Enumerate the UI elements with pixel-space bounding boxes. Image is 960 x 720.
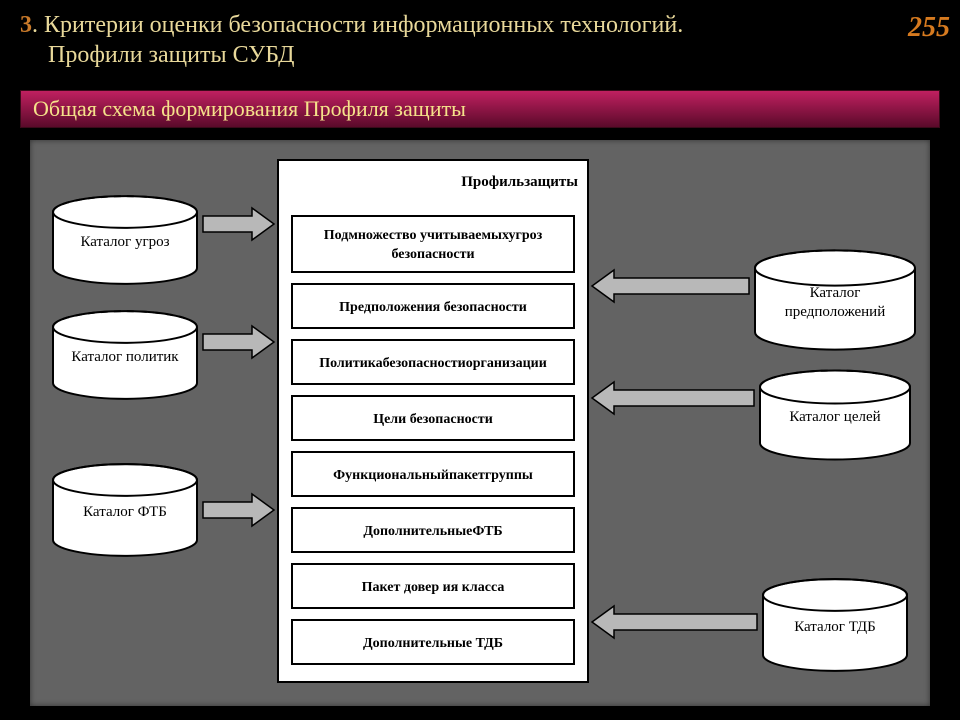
svg-text:Профильзащиты: Профильзащиты bbox=[461, 174, 578, 190]
heading-line2: Профили защиты СУБД bbox=[20, 42, 295, 68]
svg-text:Каталог ФТБ: Каталог ФТБ bbox=[83, 504, 167, 520]
page-number: 255 bbox=[908, 12, 950, 44]
svg-text:предположений: предположений bbox=[785, 304, 885, 320]
heading-number: 3 bbox=[20, 12, 32, 38]
svg-text:Подмножество учитываемыхугроз: Подмножество учитываемыхугроз bbox=[324, 228, 543, 243]
diagram-svg: Профильзащиты Подмножество учитываемыхугр… bbox=[30, 140, 930, 706]
section-banner: Общая схема формирования Профиля защиты bbox=[20, 90, 940, 128]
svg-text:Дополнительные ТДБ: Дополнительные ТДБ bbox=[363, 636, 503, 651]
svg-text:Цели безопасности: Цели безопасности bbox=[373, 412, 493, 427]
svg-text:Каталог целей: Каталог целей bbox=[789, 409, 880, 425]
diagram: Профильзащиты Подмножество учитываемыхугр… bbox=[30, 140, 930, 706]
svg-text:Каталог угроз: Каталог угроз bbox=[80, 234, 169, 250]
slide-heading: 3. Критерии оценки безопасности информац… bbox=[20, 10, 900, 70]
svg-text:ДополнительныеФТБ: ДополнительныеФТБ bbox=[363, 524, 502, 539]
svg-text:Пакет довер ия класса: Пакет довер ия класса bbox=[362, 580, 505, 595]
svg-text:Предположения безопасности: Предположения безопасности bbox=[339, 300, 527, 315]
svg-text:Каталог ТДБ: Каталог ТДБ bbox=[794, 619, 876, 635]
svg-text:безопасности: безопасности bbox=[391, 247, 474, 262]
heading-line1: . Критерии оценки безопасности информаци… bbox=[32, 12, 683, 38]
svg-text:Каталог: Каталог bbox=[810, 285, 861, 301]
svg-text:Функциональныйпакетгруппы: Функциональныйпакетгруппы bbox=[333, 468, 533, 483]
svg-text:Каталог политик: Каталог политик bbox=[71, 349, 179, 365]
svg-text:Политикабезопасностиорганизаци: Политикабезопасностиорганизации bbox=[319, 356, 547, 371]
